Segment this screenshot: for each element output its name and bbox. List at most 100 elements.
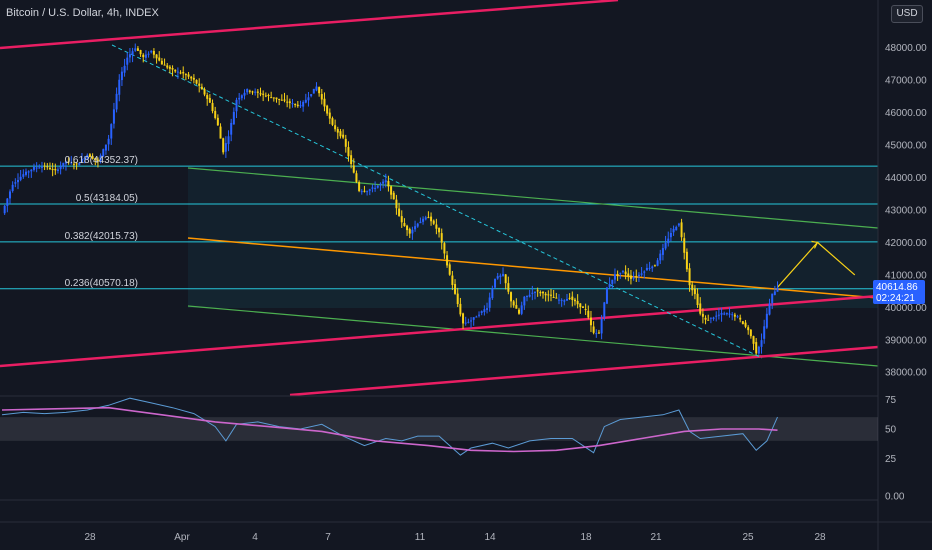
candle-down xyxy=(406,225,409,231)
time-tick-label: Apr xyxy=(174,532,190,543)
candle-down xyxy=(267,95,270,97)
candle-down xyxy=(624,271,627,275)
candle-up xyxy=(384,180,387,183)
candle-down xyxy=(395,199,398,209)
price-tick-label: 41000.00 xyxy=(885,270,927,281)
candle-up xyxy=(672,228,675,233)
candle-up xyxy=(667,238,670,244)
price-tick-label: 40000.00 xyxy=(885,303,927,314)
candle-up xyxy=(651,266,654,269)
candle-up xyxy=(102,149,105,157)
candle-up xyxy=(414,226,417,230)
candle-down xyxy=(358,182,361,191)
candle-up xyxy=(768,303,771,315)
candle-down xyxy=(398,208,401,216)
time-tick-label: 11 xyxy=(415,532,426,543)
candle-down xyxy=(286,101,289,103)
candle-up xyxy=(379,183,382,186)
channel-pink-middle xyxy=(0,294,879,368)
candle-down xyxy=(446,255,449,266)
candle-down xyxy=(680,222,683,238)
candle-up xyxy=(27,171,30,173)
candle-down xyxy=(179,72,182,74)
candle-up xyxy=(112,109,115,124)
candle-down xyxy=(749,329,752,337)
rsi-ma-line xyxy=(1,406,778,453)
candle-up xyxy=(757,346,760,354)
candle-up xyxy=(110,124,113,139)
candle-up xyxy=(419,221,422,224)
candle-up xyxy=(118,79,121,95)
candle-down xyxy=(451,275,454,285)
candle-up xyxy=(131,51,134,56)
candle-up xyxy=(712,317,715,319)
candle-down xyxy=(589,317,592,326)
candle-up xyxy=(134,48,137,51)
candle-up xyxy=(728,313,731,315)
price-tick-label: 38000.00 xyxy=(885,368,927,379)
candle-up xyxy=(366,191,369,193)
time-tick-label: 18 xyxy=(580,532,592,543)
candle-up xyxy=(605,287,608,304)
candle-up xyxy=(763,326,766,339)
candle-up xyxy=(776,287,779,292)
candle-up xyxy=(502,273,505,276)
candle-down xyxy=(48,167,51,170)
candle-down xyxy=(320,94,323,100)
candle-up xyxy=(374,187,377,189)
candle-down xyxy=(216,117,219,126)
candle-down xyxy=(331,118,334,125)
candle-up xyxy=(16,179,19,183)
price-tick-label: 44000.00 xyxy=(885,173,927,184)
candle-up xyxy=(99,155,102,161)
candle-down xyxy=(208,97,211,103)
candle-down xyxy=(46,166,49,168)
candle-up xyxy=(475,316,478,318)
candle-down xyxy=(454,284,457,294)
candle-down xyxy=(510,292,513,302)
candle-down xyxy=(440,233,443,243)
candle-down xyxy=(752,336,755,344)
candle-down xyxy=(629,275,632,279)
candle-up xyxy=(557,299,560,301)
candle-down xyxy=(323,98,326,107)
candle-down xyxy=(200,86,203,90)
candle-up xyxy=(669,232,672,238)
candle-down xyxy=(251,91,254,93)
candle-up xyxy=(611,279,614,284)
candle-up xyxy=(56,169,59,171)
candle-up xyxy=(376,185,379,188)
candle-up xyxy=(488,297,491,308)
candle-up xyxy=(709,317,712,319)
candle-up xyxy=(600,319,603,334)
fib-zone-lower xyxy=(188,288,878,308)
current-price-tag: 40614.86 02:24:21 xyxy=(873,280,925,304)
candle-down xyxy=(152,50,155,55)
channel-pink-bottom xyxy=(289,345,879,397)
candle-up xyxy=(59,166,62,170)
candle-up xyxy=(40,166,43,168)
candle-up xyxy=(659,253,662,261)
candle-up xyxy=(534,291,536,293)
candle-up xyxy=(643,271,646,273)
candle-up xyxy=(483,309,486,313)
candle-up xyxy=(528,294,531,297)
candle-down xyxy=(448,264,451,275)
candle-up xyxy=(24,171,27,175)
candle-up xyxy=(240,95,243,99)
candle-down xyxy=(635,276,638,278)
candle-up xyxy=(619,272,622,274)
candle-down xyxy=(222,138,225,153)
candle-up xyxy=(675,226,678,231)
candle-down xyxy=(733,314,736,317)
fib-label: 0.618(44352.37) xyxy=(65,155,138,166)
candle-up xyxy=(360,191,363,193)
candle-up xyxy=(640,273,643,275)
candle-down xyxy=(456,293,459,305)
candle-up xyxy=(765,313,768,328)
currency-button[interactable]: USD xyxy=(891,5,923,23)
candle-down xyxy=(270,97,273,99)
candle-up xyxy=(613,274,616,280)
trend-line-orange xyxy=(187,237,879,299)
